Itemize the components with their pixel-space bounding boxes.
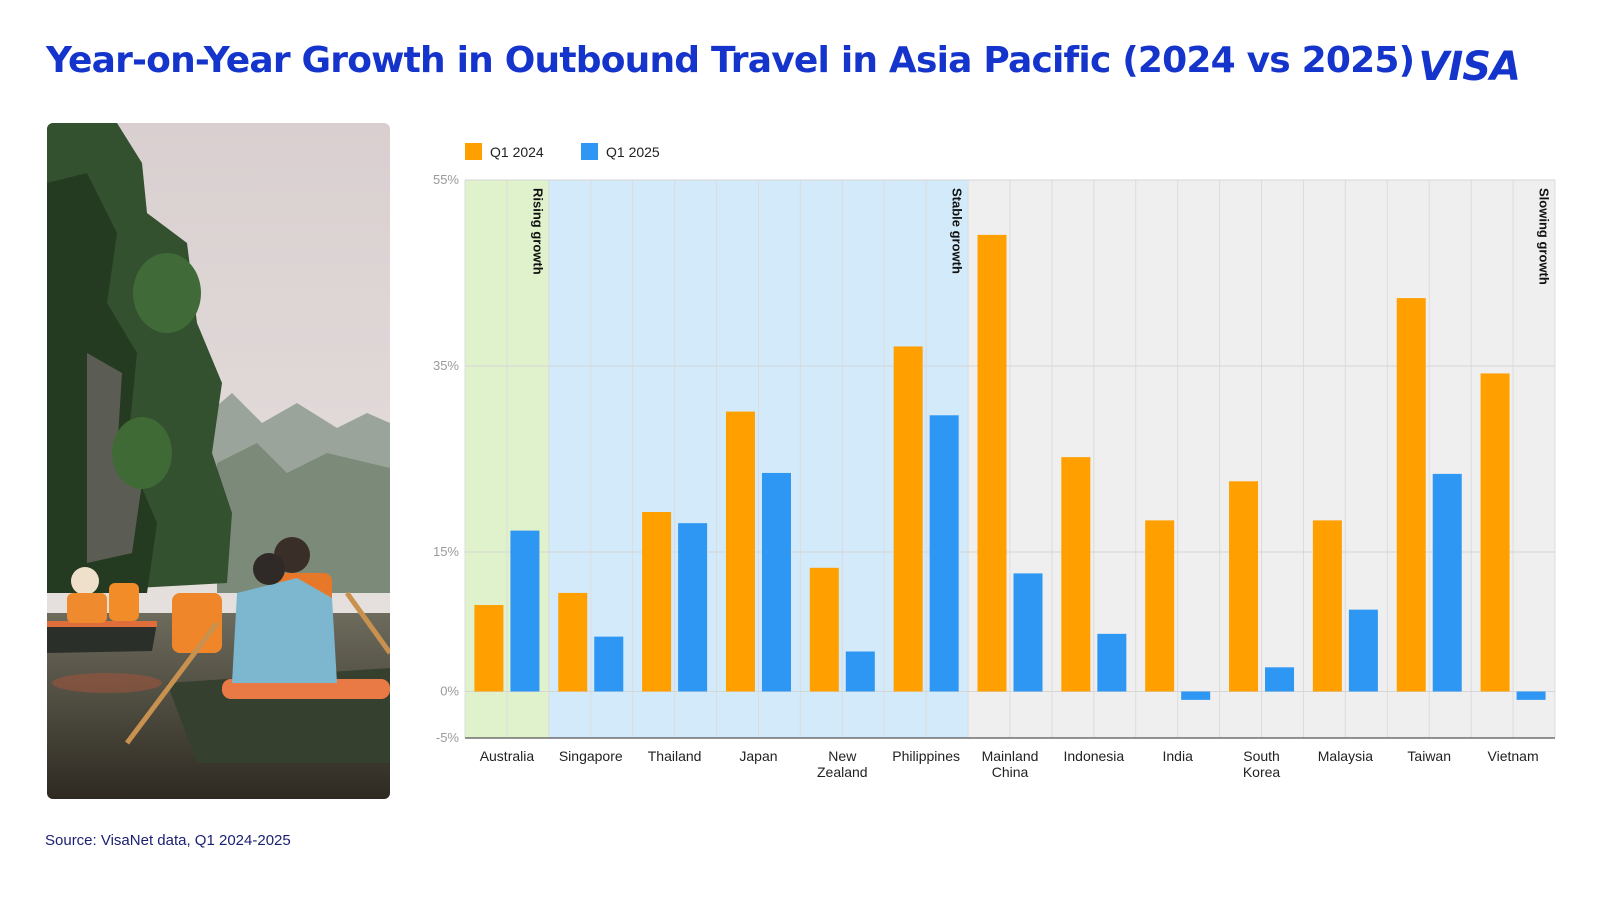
- category-label-vietnam: Vietnam: [1488, 748, 1539, 764]
- category-label-mainland-china: Mainland China: [982, 748, 1039, 780]
- y-tick-label: 35%: [433, 358, 459, 373]
- legend-label-q1-2025: Q1 2025: [606, 144, 660, 160]
- category-label-malaysia: Malaysia: [1318, 748, 1373, 764]
- bar-q1-2024-malaysia: [1312, 520, 1342, 692]
- category-label-australia: Australia: [480, 748, 535, 764]
- y-tick-label: 15%: [433, 544, 459, 559]
- travel-photo: [47, 123, 390, 799]
- category-label-new-zealand: New Zealand: [817, 748, 868, 780]
- category-label-indonesia: Indonesia: [1063, 748, 1124, 764]
- boats-on-river-image: [47, 123, 390, 799]
- bar-q1-2024-taiwan: [1396, 298, 1426, 692]
- bar-q1-2025-philippines: [929, 415, 959, 692]
- zone-label-rising-growth: Rising growth: [530, 188, 545, 275]
- category-label-thailand: Thailand: [648, 748, 702, 764]
- bar-q1-2025-mainland-china: [1013, 573, 1043, 692]
- bar-q1-2024-australia: [474, 605, 504, 692]
- category-label-japan: Japan: [739, 748, 777, 764]
- source-note: Source: VisaNet data, Q1 2024-2025: [45, 832, 291, 849]
- bar-q1-2025-singapore: [594, 636, 624, 692]
- bar-q1-2024-vietnam: [1480, 373, 1510, 692]
- category-label-philippines: Philippines: [892, 748, 960, 764]
- zone-label-stable-growth: Stable growth: [950, 188, 965, 274]
- legend-swatch-q1-2025: [581, 143, 598, 160]
- bar-q1-2025-taiwan: [1432, 473, 1462, 692]
- bar-q1-2025-japan: [761, 472, 791, 692]
- bar-q1-2025-vietnam: [1516, 691, 1546, 700]
- y-tick-label: 55%: [433, 172, 459, 187]
- page-title: Year-on-Year Growth in Outbound Travel i…: [46, 40, 1415, 81]
- category-label-taiwan: Taiwan: [1407, 748, 1451, 764]
- bar-q1-2025-malaysia: [1348, 609, 1378, 692]
- legend-label-q1-2024: Q1 2024: [490, 144, 544, 160]
- bar-q1-2024-singapore: [558, 592, 588, 692]
- legend-swatch-q1-2024: [465, 143, 482, 160]
- bar-q1-2025-thailand: [678, 523, 708, 692]
- bar-q1-2024-indonesia: [1061, 457, 1091, 692]
- bar-q1-2025-south-korea: [1265, 667, 1295, 692]
- bar-q1-2024-thailand: [642, 512, 672, 692]
- bar-q1-2025-australia: [510, 530, 540, 692]
- zone-label-slowing-growth: Slowing growth: [1537, 188, 1552, 285]
- bar-q1-2024-india: [1145, 520, 1175, 692]
- bar-q1-2024-mainland-china: [977, 234, 1007, 692]
- bar-q1-2025-indonesia: [1097, 633, 1127, 692]
- bar-q1-2024-philippines: [893, 346, 923, 692]
- bar-q1-2024-new-zealand: [809, 567, 839, 692]
- bar-q1-2024-japan: [725, 411, 755, 692]
- bar-q1-2025-new-zealand: [845, 651, 875, 692]
- visa-logo: VISA: [1418, 44, 1521, 90]
- category-label-south-korea: South Korea: [1243, 748, 1281, 780]
- bar-q1-2025-india: [1181, 691, 1211, 700]
- category-label-india: India: [1163, 748, 1194, 764]
- y-tick-label: -5%: [436, 730, 460, 745]
- y-tick-label: 0%: [440, 684, 459, 699]
- bar-q1-2024-south-korea: [1229, 481, 1259, 692]
- category-label-singapore: Singapore: [559, 748, 623, 764]
